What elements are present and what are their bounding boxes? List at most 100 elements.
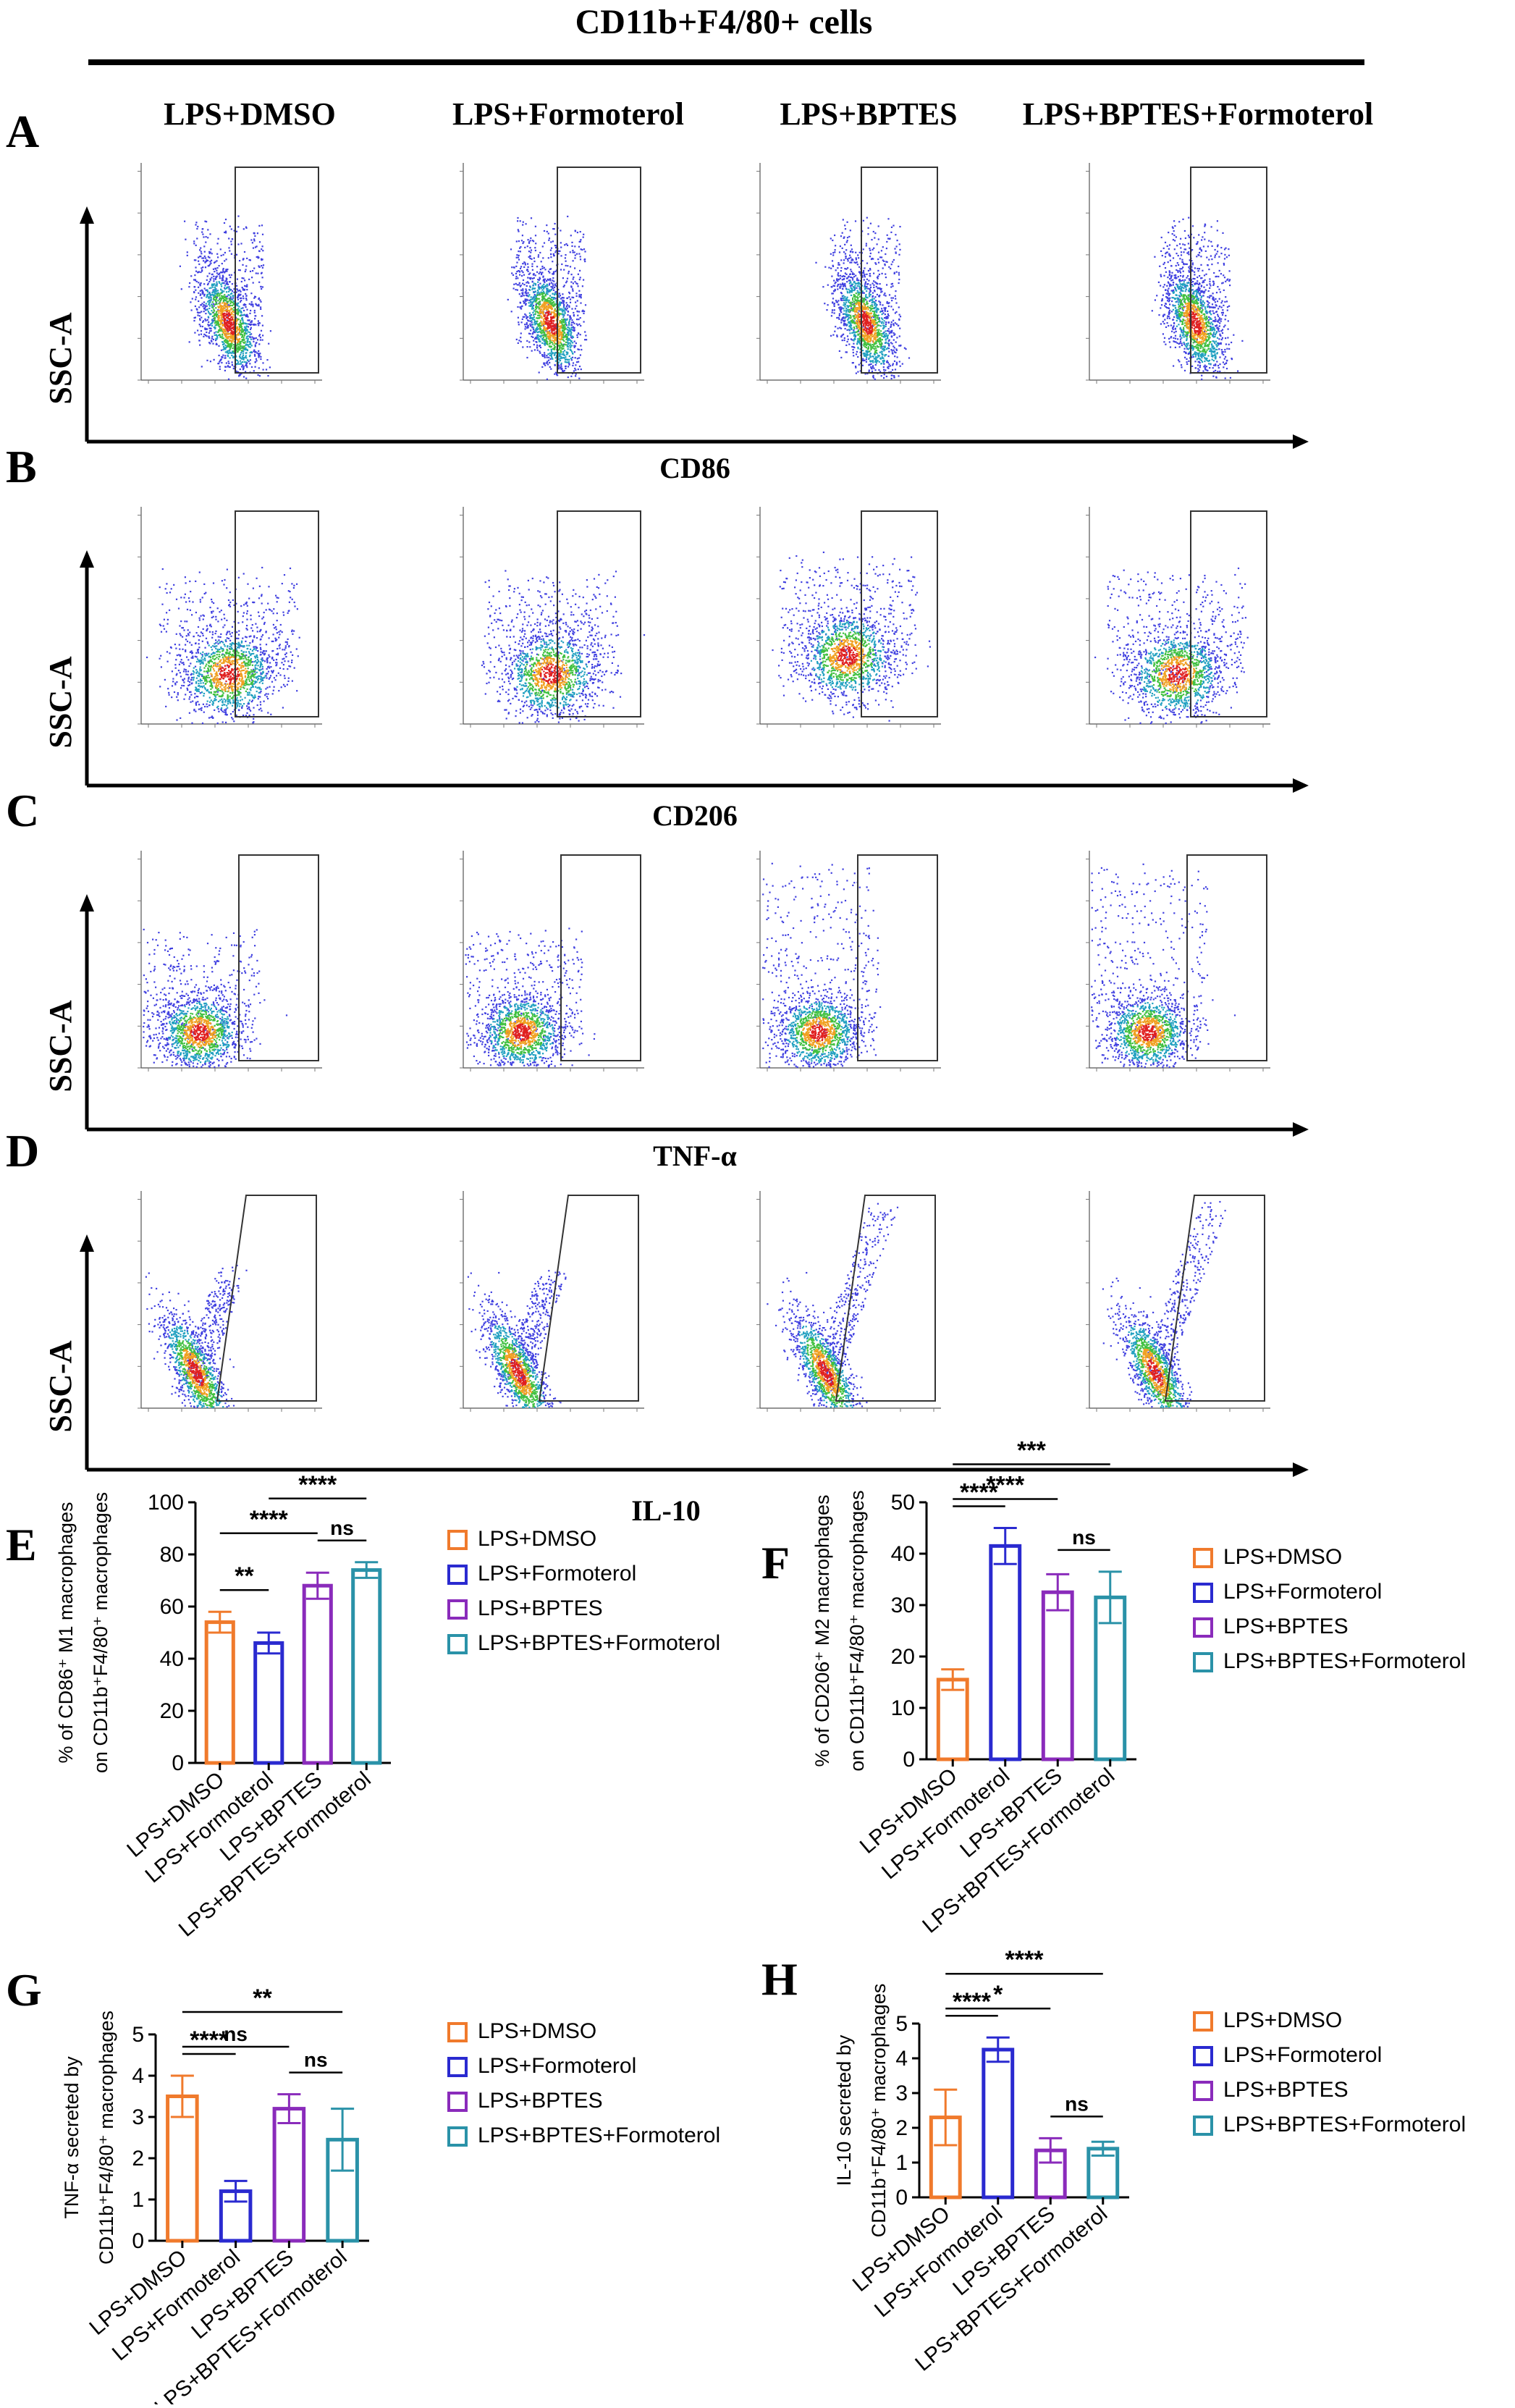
event-dot <box>258 225 260 227</box>
event-dot <box>878 369 879 371</box>
event-dot <box>883 261 885 262</box>
event-dot <box>842 232 843 234</box>
event-dot <box>869 268 871 269</box>
event-dot <box>571 345 573 346</box>
event-dot <box>563 307 565 308</box>
event-dot <box>232 295 234 297</box>
event-dot <box>524 247 526 248</box>
event-dot <box>548 360 549 361</box>
event-dot <box>560 313 562 315</box>
event-dot <box>245 355 247 356</box>
event-dot <box>522 290 523 291</box>
event-dot <box>549 355 551 356</box>
event-dot <box>575 357 576 358</box>
event-dot <box>245 357 246 358</box>
event-dot <box>524 302 526 303</box>
event-dot <box>526 295 528 296</box>
event-dot <box>575 292 577 294</box>
event-dot <box>523 241 524 243</box>
event-dot <box>240 327 242 328</box>
event-dot <box>583 237 584 238</box>
event-dot <box>206 332 207 333</box>
event-dot <box>554 234 556 235</box>
event-dot <box>242 258 244 260</box>
event-dot <box>888 266 890 268</box>
event-dot <box>859 296 861 298</box>
event-dot <box>266 359 268 361</box>
event-dot <box>559 322 560 324</box>
event-dot <box>872 311 874 312</box>
event-dot <box>563 310 565 311</box>
event-dot <box>551 349 552 350</box>
event-dot <box>546 291 547 292</box>
event-dot <box>577 232 578 233</box>
event-dot <box>543 337 544 338</box>
event-dot <box>536 345 538 346</box>
event-dot <box>559 366 560 368</box>
event-dot <box>242 364 243 366</box>
event-dot <box>843 316 844 318</box>
event-dot <box>566 298 567 299</box>
event-dot <box>544 308 545 310</box>
event-dot <box>900 366 901 367</box>
event-dot <box>894 248 895 250</box>
event-dot <box>223 268 224 269</box>
event-dot <box>547 361 548 362</box>
event-dot <box>221 356 223 358</box>
event-dot <box>242 287 243 288</box>
event-dot <box>202 266 203 268</box>
event-dot <box>863 311 864 313</box>
event-dot <box>246 336 248 337</box>
event-dot <box>198 306 200 308</box>
event-dot <box>549 237 550 239</box>
event-dot <box>223 300 224 302</box>
event-dot <box>878 321 879 322</box>
event-dot <box>872 371 873 372</box>
event-dot <box>223 254 224 256</box>
event-dot <box>261 330 262 332</box>
event-dot <box>227 328 228 329</box>
event-dot <box>567 342 568 343</box>
event-dot <box>199 315 201 316</box>
event-dot <box>225 331 227 332</box>
event-dot <box>238 363 240 365</box>
event-dot <box>840 310 841 311</box>
event-dot <box>843 324 845 326</box>
event-dot <box>844 337 845 339</box>
event-dot <box>530 329 531 331</box>
event-dot <box>225 270 227 271</box>
event-dot <box>848 344 850 345</box>
event-dot <box>851 245 852 246</box>
event-dot <box>213 269 214 270</box>
event-dot <box>256 360 257 361</box>
event-dot <box>576 361 578 363</box>
event-dot <box>565 361 566 363</box>
event-dot <box>849 279 851 281</box>
event-dot <box>560 247 562 248</box>
event-dot <box>526 340 528 342</box>
event-dot <box>567 366 569 367</box>
event-dot <box>560 255 562 256</box>
event-dot <box>527 316 528 318</box>
event-dot <box>544 352 545 353</box>
event-dot <box>245 269 247 270</box>
event-dot <box>524 324 526 325</box>
event-dot <box>843 286 844 287</box>
event-dot <box>866 337 868 339</box>
event-dot <box>528 325 529 327</box>
event-dot <box>525 264 526 265</box>
event-dot <box>893 332 895 334</box>
event-dot <box>567 376 569 378</box>
flow-plot <box>460 163 644 384</box>
event-dot <box>225 298 227 299</box>
event-dot <box>835 245 836 246</box>
event-dot <box>570 285 572 287</box>
event-dot <box>899 226 900 227</box>
event-dot <box>528 327 529 328</box>
event-dot <box>853 327 855 328</box>
event-dot <box>221 279 223 281</box>
event-dot <box>189 282 190 284</box>
group-header-dmso: LPS+DMSO <box>164 96 336 132</box>
event-dot <box>873 345 874 347</box>
event-dot <box>196 281 198 282</box>
